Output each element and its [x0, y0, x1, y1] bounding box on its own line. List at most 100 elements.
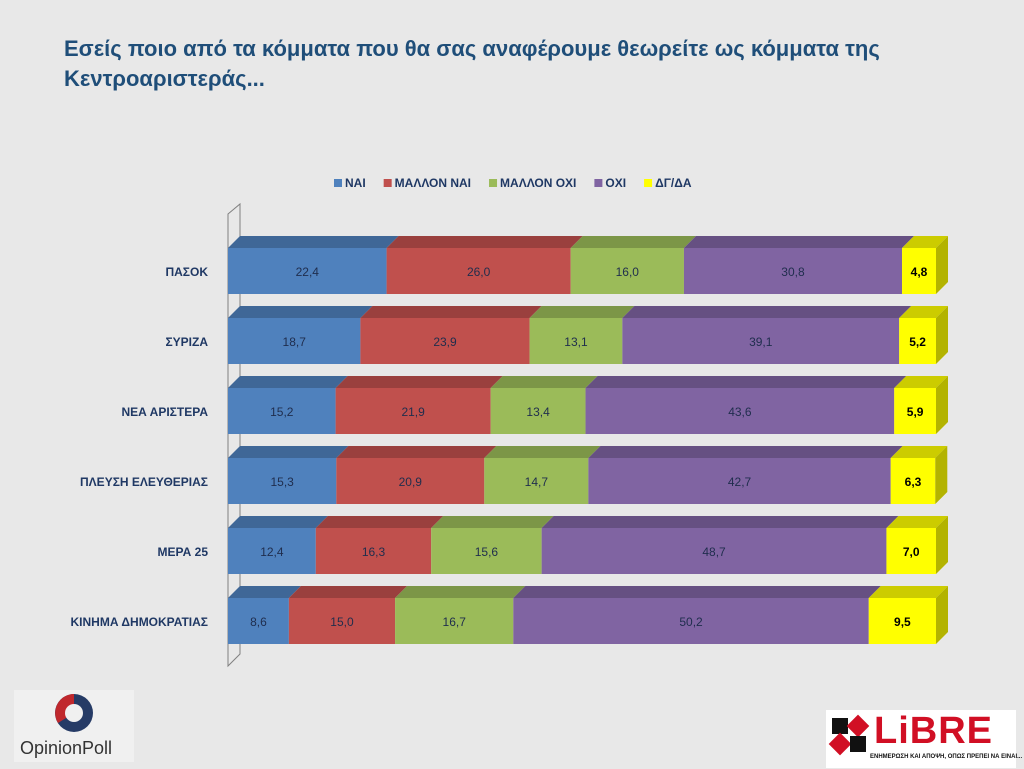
bar-1-5	[902, 248, 936, 294]
libre-logo: LiBRE ΕΝΗΜΕΡΩΣΗ ΚΑΙ ΑΠΟΨΗ, ΟΠΩΣ ΠΡΕΠΕΙ Ν…	[826, 710, 1022, 768]
data-label-6-2: 15,0	[330, 615, 354, 629]
data-label-3-2: 21,9	[401, 405, 425, 419]
data-label-4-1: 15,3	[270, 475, 294, 489]
data-label-5-1: 12,4	[260, 545, 284, 559]
bar-top-3-3	[490, 376, 598, 388]
chart-title: Εσείς ποιο από τα κόμματα που θα σας ανα…	[64, 34, 964, 94]
bar-side-5	[936, 516, 948, 574]
bar-top-3-4	[585, 376, 907, 388]
bar-3-3	[490, 388, 586, 434]
category-label-5: ΜΕΡΑ 25	[158, 545, 209, 559]
chart-title-line-1: Εσείς ποιο από τα κόμματα που θα σας ανα…	[64, 36, 880, 61]
legend-swatch-4	[594, 179, 603, 187]
bar-top-4-1	[228, 446, 349, 458]
data-label-4-3: 14,7	[525, 475, 549, 489]
bar-1-4	[683, 248, 903, 294]
data-label-4-4: 42,7	[728, 475, 752, 489]
bar-2-4	[622, 318, 900, 364]
data-label-5-4: 48,7	[702, 545, 726, 559]
bar-top-2-1	[228, 306, 373, 318]
bar-top-2-2	[360, 306, 542, 318]
bar-3-1	[228, 388, 336, 434]
category-label-1: ΠΑΣΟΚ	[165, 265, 208, 279]
bar-top-5-2	[315, 516, 444, 528]
bar-top-4-4	[588, 446, 903, 458]
bar-5-3	[431, 528, 542, 574]
chart-title-line-2: Κεντροαριστεράς...	[64, 66, 265, 91]
bar-4-5	[890, 458, 936, 504]
data-label-1-5: 4,8	[911, 265, 928, 279]
data-label-2-3: 13,1	[564, 335, 588, 349]
data-label-1-3: 16,0	[616, 265, 640, 279]
bar-4-3	[484, 458, 589, 504]
bar-2-5	[899, 318, 936, 364]
bar-top-6-5	[868, 586, 948, 598]
bar-side-3	[936, 376, 948, 434]
bar-5-2	[315, 528, 432, 574]
bar-2-1	[228, 318, 361, 364]
bar-top-5-5	[886, 516, 948, 528]
libre-emblem	[828, 714, 870, 756]
bar-side-2	[936, 306, 948, 364]
data-label-6-5: 9,5	[894, 615, 911, 629]
data-label-3-1: 15,2	[270, 405, 294, 419]
opinion-poll-logo: OpinionPoll	[14, 690, 134, 762]
data-label-4-5: 6,3	[905, 475, 922, 489]
bar-2-2	[360, 318, 530, 364]
data-label-6-1: 8,6	[250, 615, 267, 629]
bar-top-3-5	[894, 376, 948, 388]
legend-label-1: ΝΑΙ	[345, 176, 366, 190]
bar-top-5-4	[541, 516, 899, 528]
opinion-poll-wordmark: OpinionPoll	[20, 738, 113, 758]
bar-top-6-2	[288, 586, 408, 598]
legend-swatch-5	[644, 179, 653, 187]
legend-swatch-1	[334, 179, 342, 187]
bar-4-1	[228, 458, 337, 504]
bar-side-4	[935, 446, 948, 504]
bar-top-5-1	[228, 516, 328, 528]
bar-5-1	[228, 528, 316, 574]
category-label-3: ΝΕΑ ΑΡΙΣΤΕΡΑ	[121, 405, 208, 419]
category-label-2: ΣΥΡΙΖΑ	[165, 335, 208, 349]
data-label-2-4: 39,1	[749, 335, 773, 349]
legend-label-2: ΜΑΛΛΟΝ ΝΑΙ	[395, 176, 471, 190]
bar-top-1-5	[902, 236, 948, 248]
bar-6-2	[288, 598, 396, 644]
bar-5-5	[886, 528, 936, 574]
legend-swatch-2	[383, 179, 392, 187]
data-label-1-2: 26,0	[467, 265, 491, 279]
data-label-2-2: 23,9	[433, 335, 457, 349]
bar-top-1-4	[683, 236, 915, 248]
legend-swatch-3	[489, 179, 498, 187]
libre-tagline: ΕΝΗΜΕΡΩΣΗ ΚΑΙ ΑΠΟΨΗ, ΟΠΩΣ ΠΡΕΠΕΙ ΝΑ ΕΙΝΑ…	[870, 754, 1023, 760]
bar-top-4-3	[484, 446, 601, 458]
bar-side-6	[936, 586, 948, 644]
bar-top-3-2	[335, 376, 503, 388]
bar-4-4	[588, 458, 891, 504]
bar-3-2	[335, 388, 491, 434]
bar-6-5	[868, 598, 936, 644]
legend-label-5: ΔΓ/ΔΑ	[655, 176, 692, 190]
bar-3-4	[585, 388, 895, 434]
data-label-5-2: 16,3	[362, 545, 386, 559]
opinion-poll-emblem	[55, 694, 93, 732]
bar-top-4-5	[890, 446, 948, 458]
data-label-2-1: 18,7	[283, 335, 307, 349]
data-label-1-4: 30,8	[781, 265, 805, 279]
bar-6-3	[395, 598, 514, 644]
bar-6-1	[228, 598, 289, 644]
bar-top-6-1	[228, 586, 301, 598]
bar-top-6-3	[395, 586, 526, 598]
bar-top-5-3	[431, 516, 554, 528]
bar-6-4	[513, 598, 869, 644]
bar-top-1-1	[228, 236, 399, 248]
bar-1-2	[386, 248, 571, 294]
bar-top-2-4	[622, 306, 912, 318]
bar-top-3-1	[228, 376, 348, 388]
legend-label-3: ΜΑΛΛΟΝ ΟΧΙ	[500, 176, 576, 190]
data-label-5-3: 15,6	[475, 545, 499, 559]
bar-top-4-2	[336, 446, 497, 458]
bar-1-1	[228, 248, 387, 294]
data-label-2-5: 5,2	[909, 335, 926, 349]
